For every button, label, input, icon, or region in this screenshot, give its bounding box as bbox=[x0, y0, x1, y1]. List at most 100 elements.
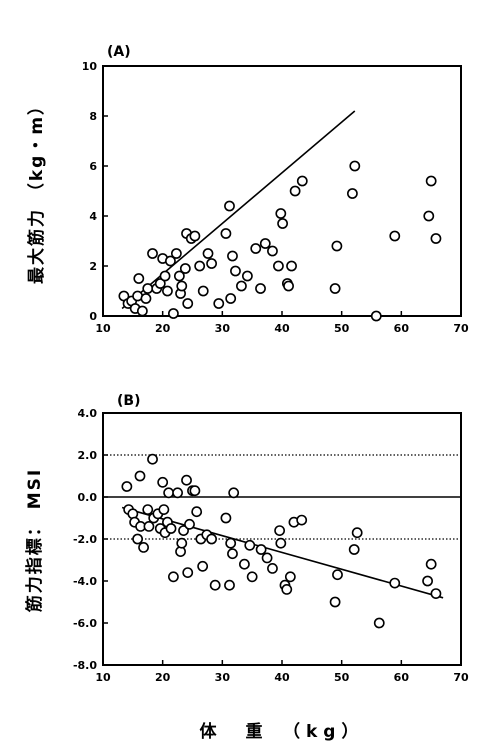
a-data-point bbox=[224, 200, 235, 212]
a-data-point bbox=[202, 248, 214, 259]
a-data-point bbox=[259, 238, 271, 249]
a-y-tick-label: 2 bbox=[89, 260, 97, 273]
b-x-tick-label: 30 bbox=[215, 671, 231, 684]
a-regression-line bbox=[121, 110, 356, 310]
panel-b: (B) 10 20 30 40 50 60 70 4.0 2.0 0.0 -2.0 -4.0 -6.0… bbox=[24, 393, 469, 684]
b-data-point bbox=[430, 588, 442, 599]
a-data-point bbox=[286, 260, 297, 272]
b-data-point bbox=[274, 525, 286, 536]
b-y-tick-label: -8.0 bbox=[73, 659, 97, 672]
a-data-point bbox=[140, 293, 152, 304]
b-data-point bbox=[178, 525, 189, 536]
panel-a: (A) 10 20 30 40 50 60 70 0 2 4 6 8 10 最大筋力 （kg・m） bbox=[26, 44, 469, 335]
b-data-point bbox=[165, 523, 177, 534]
b-y-tick-label: 4.0 bbox=[78, 407, 98, 420]
b-data-point bbox=[147, 453, 158, 465]
b-data-point bbox=[184, 518, 195, 530]
b-data-point bbox=[225, 537, 237, 549]
a-data-point bbox=[331, 240, 343, 252]
a-x-tick-label: 30 bbox=[215, 322, 231, 335]
b-data-point bbox=[176, 537, 188, 549]
b-data-point bbox=[158, 504, 170, 515]
b-data-point bbox=[189, 485, 201, 497]
panel-a-y-axis-label: 最大筋力 （kg・m） bbox=[26, 96, 47, 284]
b-data-point bbox=[132, 533, 144, 545]
b-data-point bbox=[246, 571, 258, 583]
a-data-point bbox=[136, 305, 148, 317]
panel-b-y-ticks: 4.0 2.0 0.0 -2.0 -4.0 -6.0 -8.0 bbox=[73, 407, 108, 672]
a-data-point bbox=[329, 283, 341, 294]
panel-a-lines bbox=[121, 110, 356, 310]
a-x-tick-label: 10 bbox=[95, 322, 111, 335]
a-data-point bbox=[349, 160, 361, 172]
b-x-tick-label: 10 bbox=[95, 671, 111, 684]
b-x-tick-label: 60 bbox=[394, 671, 410, 684]
a-data-point bbox=[267, 245, 278, 257]
b-data-point bbox=[422, 575, 433, 587]
b-data-point bbox=[332, 569, 343, 581]
b-data-point bbox=[163, 487, 175, 499]
b-data-point bbox=[182, 567, 194, 578]
a-data-point bbox=[425, 175, 437, 187]
b-y-tick-label: -6.0 bbox=[73, 617, 97, 630]
a-data-point bbox=[154, 278, 166, 289]
a-data-point bbox=[277, 218, 288, 229]
a-y-tick-label: 8 bbox=[89, 110, 97, 123]
x-axis-label: 体 重 （kg） bbox=[200, 721, 365, 742]
a-data-point bbox=[147, 248, 158, 259]
a-data-point bbox=[227, 250, 238, 262]
a-data-point bbox=[347, 188, 358, 199]
b-data-point bbox=[121, 481, 133, 492]
b-data-point bbox=[206, 533, 217, 545]
b-data-point bbox=[425, 558, 437, 570]
a-data-point bbox=[194, 260, 206, 272]
a-data-point bbox=[133, 273, 145, 284]
a-x-tick-label: 50 bbox=[334, 322, 350, 335]
b-y-tick-label: -2.0 bbox=[73, 533, 97, 546]
b-data-point bbox=[239, 558, 250, 570]
b-data-point bbox=[296, 514, 308, 526]
b-data-point bbox=[172, 487, 183, 499]
b-data-point bbox=[281, 584, 293, 595]
b-x-tick-label: 20 bbox=[155, 671, 171, 684]
b-data-point bbox=[227, 548, 238, 560]
b-data-point bbox=[244, 539, 256, 551]
b-data-point bbox=[275, 537, 287, 549]
b-data-point bbox=[143, 521, 155, 532]
a-data-point bbox=[170, 248, 182, 259]
b-data-point bbox=[228, 487, 240, 499]
a-data-point bbox=[142, 283, 154, 294]
panel-b-x-ticks: 10 20 30 40 50 60 70 bbox=[95, 660, 469, 684]
a-data-point bbox=[430, 233, 442, 244]
a-y-tick-label: 10 bbox=[82, 60, 98, 73]
panel-a-points bbox=[118, 160, 442, 322]
b-data-point bbox=[197, 560, 209, 572]
a-data-point bbox=[296, 175, 308, 187]
a-data-point bbox=[176, 280, 188, 292]
a-x-tick-label: 40 bbox=[274, 322, 290, 335]
a-data-point bbox=[173, 270, 185, 282]
b-data-point bbox=[134, 470, 146, 482]
b-data-point bbox=[191, 506, 203, 518]
b-data-point bbox=[168, 571, 179, 583]
a-x-tick-label: 20 bbox=[155, 322, 171, 335]
a-data-point bbox=[159, 270, 171, 282]
a-data-point bbox=[255, 283, 266, 294]
b-data-point bbox=[261, 552, 273, 564]
b-data-point bbox=[157, 476, 169, 488]
panel-a-y-ticks: 0 2 4 6 8 10 bbox=[82, 60, 108, 323]
a-data-point bbox=[273, 260, 284, 272]
a-data-point bbox=[162, 285, 173, 297]
a-data-point bbox=[213, 298, 225, 309]
a-data-point bbox=[230, 265, 241, 277]
a-data-point bbox=[275, 208, 287, 219]
b-data-point bbox=[209, 579, 221, 591]
panel-a-x-ticks: 10 20 30 40 50 60 70 bbox=[95, 311, 469, 335]
b-data-point bbox=[351, 527, 363, 539]
b-x-tick-label: 70 bbox=[453, 671, 469, 684]
a-x-tick-label: 70 bbox=[453, 322, 469, 335]
a-data-point bbox=[241, 270, 253, 282]
a-data-point bbox=[389, 230, 401, 242]
b-data-point bbox=[138, 542, 149, 553]
a-data-point bbox=[283, 280, 294, 292]
